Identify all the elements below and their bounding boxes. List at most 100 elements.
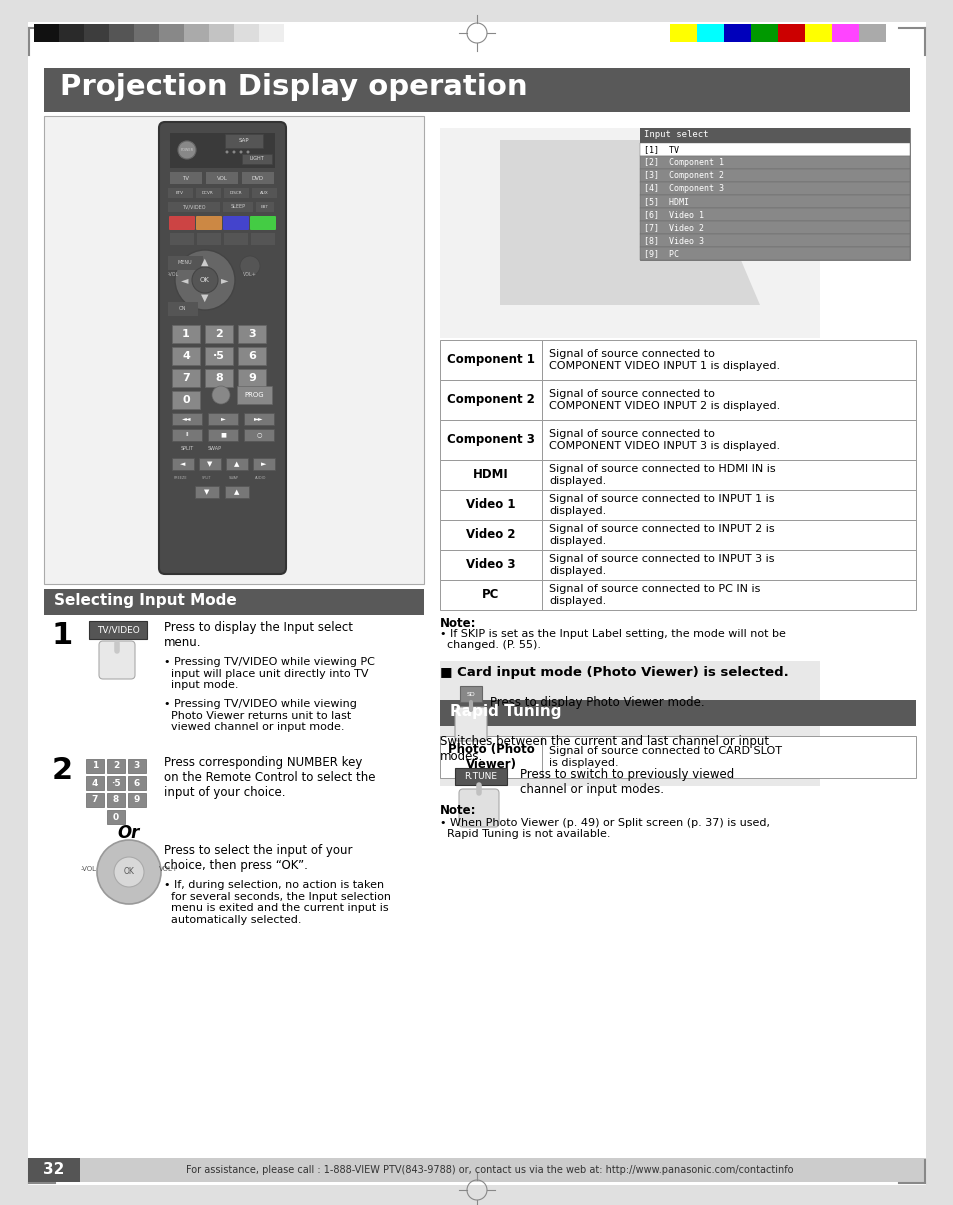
Text: Component 2: Component 2 xyxy=(447,394,535,406)
Text: LIGHT: LIGHT xyxy=(250,157,264,161)
FancyBboxPatch shape xyxy=(169,216,194,230)
Bar xyxy=(639,208,909,221)
Bar xyxy=(639,247,909,260)
Bar xyxy=(439,736,541,778)
Bar xyxy=(44,67,909,112)
Circle shape xyxy=(212,386,230,404)
Text: DISCR: DISCR xyxy=(230,192,242,195)
Bar xyxy=(172,413,202,425)
Text: Component 3: Component 3 xyxy=(447,434,535,447)
Bar xyxy=(252,188,276,198)
Bar xyxy=(236,386,272,404)
Bar xyxy=(224,188,249,198)
Bar xyxy=(209,24,233,42)
Text: ○: ○ xyxy=(256,433,261,437)
Text: ·5: ·5 xyxy=(112,778,121,788)
Text: Signal of source connected to
COMPONENT VIDEO INPUT 3 is displayed.: Signal of source connected to COMPONENT … xyxy=(548,429,780,451)
Text: • Pressing TV/VIDEO while viewing
  Photo Viewer returns unit to last
  viewed c: • Pressing TV/VIDEO while viewing Photo … xyxy=(164,699,356,733)
Bar xyxy=(251,233,274,245)
Bar xyxy=(439,340,541,380)
Bar xyxy=(237,369,266,387)
Text: Video 2: Video 2 xyxy=(466,529,516,541)
Bar xyxy=(541,340,915,380)
Bar xyxy=(107,776,125,790)
Text: HDMI: HDMI xyxy=(473,469,508,482)
Text: SPLIT: SPLIT xyxy=(202,476,212,480)
Text: DVD: DVD xyxy=(252,176,264,181)
FancyBboxPatch shape xyxy=(195,216,222,230)
Bar xyxy=(172,369,200,387)
Text: • Pressing TV/VIDEO while viewing PC
  input will place unit directly into TV
  : • Pressing TV/VIDEO while viewing PC inp… xyxy=(164,657,375,690)
Bar xyxy=(28,1158,925,1182)
Bar xyxy=(86,776,104,790)
Text: ◄: ◄ xyxy=(181,275,189,286)
Bar xyxy=(159,24,184,42)
FancyBboxPatch shape xyxy=(223,216,249,230)
Bar xyxy=(128,793,146,807)
FancyBboxPatch shape xyxy=(458,789,498,827)
FancyBboxPatch shape xyxy=(159,122,286,574)
Text: [9]  PC: [9] PC xyxy=(643,249,679,258)
Bar xyxy=(107,810,125,824)
Bar xyxy=(107,793,125,807)
Text: Signal of source connected to INPUT 2 is
displayed.: Signal of source connected to INPUT 2 is… xyxy=(548,524,774,546)
Text: TV/VIDEO: TV/VIDEO xyxy=(182,205,206,210)
Text: ■: ■ xyxy=(220,433,226,437)
Text: SWAP: SWAP xyxy=(208,447,222,452)
Bar xyxy=(184,24,209,42)
Text: AUX: AUX xyxy=(259,192,268,195)
Bar xyxy=(639,234,909,247)
Bar xyxy=(172,429,202,441)
Bar xyxy=(226,458,248,470)
Text: VOL+: VOL+ xyxy=(243,272,256,277)
Text: Video 1: Video 1 xyxy=(466,499,516,511)
Bar xyxy=(170,172,202,184)
Circle shape xyxy=(239,151,242,153)
Bar xyxy=(168,202,220,212)
Bar xyxy=(168,302,198,316)
Text: Press corresponding NUMBER key
on the Remote Control to select the
input of your: Press corresponding NUMBER key on the Re… xyxy=(164,756,375,799)
Bar xyxy=(804,24,831,42)
FancyBboxPatch shape xyxy=(455,707,486,741)
Text: Rapid Tuning: Rapid Tuning xyxy=(450,704,561,719)
Text: 32: 32 xyxy=(43,1163,65,1177)
Text: ■ Card input mode (Photo Viewer) is selected.: ■ Card input mode (Photo Viewer) is sele… xyxy=(439,666,788,678)
Circle shape xyxy=(246,151,250,153)
Text: ►: ► xyxy=(221,275,229,286)
Text: Signal of source connected to INPUT 1 is
displayed.: Signal of source connected to INPUT 1 is… xyxy=(548,494,774,516)
Text: POWER: POWER xyxy=(180,148,193,152)
Bar xyxy=(199,458,221,470)
Text: 1: 1 xyxy=(52,621,73,649)
Circle shape xyxy=(233,151,235,153)
Bar xyxy=(723,24,750,42)
Bar xyxy=(225,134,263,148)
Text: Signal of source connected to HDMI IN is
displayed.: Signal of source connected to HDMI IN is… xyxy=(548,464,775,486)
Text: Press to display the Input select
menu.: Press to display the Input select menu. xyxy=(164,621,353,649)
Text: TV: TV xyxy=(182,176,190,181)
Bar xyxy=(541,521,915,549)
Circle shape xyxy=(113,857,144,887)
Text: [7]  Video 2: [7] Video 2 xyxy=(643,223,703,233)
Text: -VOL: -VOL xyxy=(81,866,97,872)
Bar xyxy=(223,202,253,212)
Bar xyxy=(107,759,125,772)
Text: ON: ON xyxy=(179,306,187,312)
Bar xyxy=(639,169,909,182)
Text: Press to switch to previously viewed
channel or input modes.: Press to switch to previously viewed cha… xyxy=(519,768,734,797)
Bar xyxy=(255,202,274,212)
Text: SD: SD xyxy=(466,692,475,696)
Bar xyxy=(242,154,272,164)
Text: 6: 6 xyxy=(248,351,255,362)
Bar xyxy=(194,486,219,498)
Text: ►►: ►► xyxy=(254,417,263,422)
Circle shape xyxy=(240,255,260,276)
Text: [8]  Video 3: [8] Video 3 xyxy=(643,236,703,245)
Bar xyxy=(639,195,909,208)
Text: [2]  Component 1: [2] Component 1 xyxy=(643,158,723,167)
Text: 6: 6 xyxy=(133,778,140,788)
Text: ▼: ▼ xyxy=(207,462,213,468)
Bar xyxy=(639,143,909,155)
Bar xyxy=(459,686,481,703)
Bar xyxy=(133,24,159,42)
Bar xyxy=(697,24,723,42)
